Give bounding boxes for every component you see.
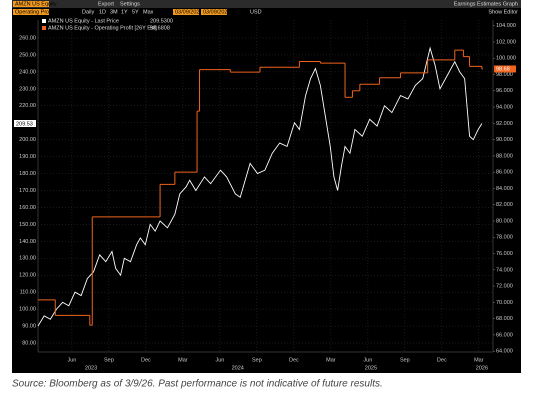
y2-tick-label: 78.000: [496, 235, 513, 241]
y-tick-label: 250.00: [19, 52, 36, 58]
y-tick-label: 150.00: [19, 222, 36, 228]
end-date-box[interactable]: [201, 9, 227, 15]
x-tick-label: Jun: [363, 357, 372, 363]
y2-tick-label: 76.000: [496, 251, 513, 257]
chart-background: [12, 0, 521, 373]
y-tick-label: 170.00: [19, 188, 36, 194]
y-tick-label: 180.00: [19, 171, 36, 177]
axis-tag-box: [494, 65, 516, 73]
axis-tag: 209.53: [16, 121, 33, 127]
y2-tick-label: 74.000: [496, 267, 513, 273]
y2-tick-label: 104.000: [496, 23, 516, 29]
y-tick-label: 260.00: [19, 35, 36, 41]
range-button[interactable]: 1Y: [121, 10, 128, 16]
x-tick-label: Jun: [215, 357, 224, 363]
y2-tick-label: 70.000: [496, 300, 513, 306]
axis-tag: 98.68: [496, 67, 510, 73]
y-tick-label: 160.00: [19, 205, 36, 211]
legend-value: 98.6808: [150, 25, 170, 31]
ticker-box: [13, 1, 49, 7]
end-date[interactable]: 03/09/2026: [203, 10, 231, 16]
legend-label: AMZN US Equity - Operating Profit [26Y E…: [48, 25, 157, 31]
range-button[interactable]: 3M: [110, 10, 118, 16]
y-tick-label: 200.00: [19, 137, 36, 143]
y-tick-label: 220.00: [19, 103, 36, 109]
export-menu[interactable]: Export: [98, 2, 114, 8]
y2-tick-label: 66.000: [496, 332, 513, 338]
x-tick-label: Mar: [474, 357, 484, 363]
y2-tick-label: 84.000: [496, 186, 513, 192]
y2-tick-label: 64.000: [496, 349, 513, 355]
settings-menu[interactable]: Settings: [120, 2, 140, 8]
x-tick-label: Mar: [326, 357, 336, 363]
axis-tag-box: [14, 119, 36, 127]
start-date-box[interactable]: [173, 9, 199, 15]
currency[interactable]: USD: [250, 10, 262, 16]
y-tick-label: 130.00: [19, 256, 36, 262]
y2-tick-label: 82.000: [496, 202, 513, 208]
year-label: 2024: [232, 365, 244, 371]
y2-tick-label: 68.000: [496, 316, 513, 322]
legend-swatch: [42, 19, 46, 23]
legend-label: AMZN US Equity - Last Price: [48, 18, 119, 24]
price-line: [37, 46, 483, 327]
x-tick-label: Sep: [104, 357, 114, 363]
y2-tick-label: 94.000: [496, 105, 513, 111]
y2-tick-label: 102.000: [496, 39, 516, 45]
y-tick-label: 120.00: [19, 273, 36, 279]
field-box[interactable]: [13, 9, 49, 15]
x-tick-label: Dec: [289, 357, 299, 363]
y2-tick-label: 100.000: [496, 56, 516, 62]
y-tick-label: 100.00: [19, 307, 36, 313]
periodicity[interactable]: Daily: [82, 10, 94, 16]
footnote: Source: Bloomberg as of 3/9/26. Past per…: [12, 379, 383, 390]
y2-tick-label: 86.000: [496, 170, 513, 176]
ticker: AMZN US Equity: [15, 2, 57, 8]
year-label: 2025: [365, 365, 377, 371]
y-tick-label: 140.00: [19, 239, 36, 245]
y2-tick-label: 90.000: [496, 137, 513, 143]
y2-tick-label: 96.000: [496, 88, 513, 94]
show-editor[interactable]: Show Editor: [488, 10, 518, 16]
legend-value: 209.5300: [150, 18, 173, 24]
y-tick-label: 240.00: [19, 69, 36, 75]
y2-tick-label: 72.000: [496, 284, 513, 290]
y2-tick-label: 80.000: [496, 218, 513, 224]
title-bar: [12, 0, 521, 8]
y-tick-label: 80.00: [22, 340, 36, 346]
start-date[interactable]: 03/09/2023: [175, 10, 203, 16]
range-button[interactable]: 5Y: [132, 10, 139, 16]
year-label: 2023: [85, 365, 97, 371]
x-tick-label: Dec: [437, 357, 447, 363]
x-tick-label: Mar: [178, 357, 188, 363]
field[interactable]: Operating Profit: [15, 10, 54, 16]
y2-tick-label: 92.000: [496, 121, 513, 127]
y-tick-label: 90.00: [22, 324, 36, 330]
legend-swatch: [42, 26, 46, 30]
y-tick-label: 230.00: [19, 86, 36, 92]
range-button[interactable]: 1D: [99, 10, 106, 16]
x-tick-label: Sep: [252, 357, 262, 363]
y2-tick-label: 98.000: [496, 72, 513, 78]
function-name: Earnings Estimates Graph: [454, 2, 518, 8]
y-tick-label: 110.00: [20, 290, 36, 296]
y2-tick-label: 88.000: [496, 153, 513, 159]
x-tick-label: Jun: [67, 357, 76, 363]
x-tick-label: Dec: [141, 357, 151, 363]
y-tick-label: 190.00: [19, 154, 36, 160]
range-button[interactable]: Max: [143, 10, 154, 16]
year-label: 2026: [476, 365, 488, 371]
x-tick-label: Sep: [400, 357, 410, 363]
